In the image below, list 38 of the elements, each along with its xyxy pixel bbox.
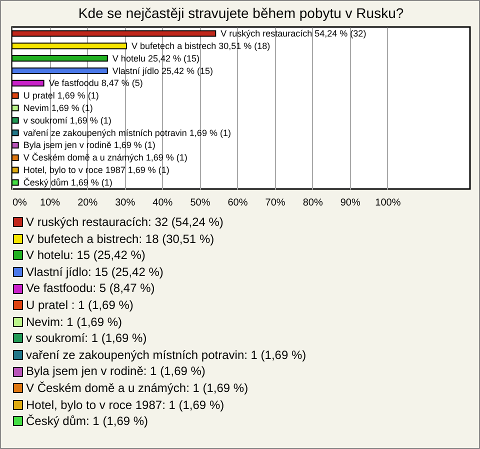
data-label: Český dům 1,69 % (1) xyxy=(23,177,112,188)
text: V ruských restauracích: 32 (54,24 %) xyxy=(26,214,224,231)
data-label: v soukromí 1,69 % (1) xyxy=(23,115,112,126)
data-label: Byla jsem jen v rodině 1,69 % (1) xyxy=(23,140,156,150)
text: V hotelu: 15 (25,42 %) xyxy=(26,247,146,264)
data-label: V Českém domě a u známých 1,69 % (1) xyxy=(23,152,188,163)
text: Ve fastfoodu: 5 (8,47 %) xyxy=(26,280,155,297)
text: Český dům: 1 (1,69 %) xyxy=(26,413,148,430)
text: V Českém domě a u známých: 1 (1,69 %) xyxy=(26,380,248,397)
data-label: V hotelu 25,42 % (15) xyxy=(112,53,200,64)
text: V bufetech a bistrech: 18 (30,51 %) xyxy=(26,230,214,248)
data-label: vaření ze zakoupených místních potravin 1,69 % (1) xyxy=(23,128,231,138)
x-tick-label: 20% xyxy=(78,198,98,208)
x-tick-label: 10% xyxy=(40,198,60,208)
text: Vlastní jídlo: 15 (25,42 %) xyxy=(26,264,164,280)
x-tick-label: 50% xyxy=(190,198,210,208)
text: Nevim: 1 (1,69 %) xyxy=(26,314,122,330)
data-label: Nevim 1,69 % (1) xyxy=(23,103,93,113)
text: Hotel, bylo to v roce 1987: 1 (1,69 %) xyxy=(26,396,224,414)
data-label: Vlastní jídlo 25,42 % (15) xyxy=(112,66,213,76)
data-label: U pratel 1,69 % (1) xyxy=(23,90,99,101)
text: v soukromí: 1 (1,69 %) xyxy=(26,330,147,347)
x-tick-label: 100% xyxy=(375,198,401,208)
data-label: Hotel, bylo to v roce 1987 1,69 % (1) xyxy=(23,165,170,176)
x-tick-label: 40% xyxy=(152,198,173,208)
x-tick-label: 70% xyxy=(265,198,286,208)
data-label: Ve fastfoodu 8,47 % (5) xyxy=(48,78,143,88)
x-tick-label: 30% xyxy=(115,198,136,208)
x-tick-label: 80% xyxy=(302,198,323,208)
x-tick-label: 90% xyxy=(340,198,360,208)
x-tick-label: 60% xyxy=(228,198,248,208)
text: vaření ze zakoupených místních potravin: 1 (1,69 %) xyxy=(26,346,306,364)
text: U pratel : 1 (1,69 %) xyxy=(26,296,134,314)
data-label: V bufetech a bistrech 30,51 % (18) xyxy=(132,40,270,51)
text: Byla jsem jen v rodině: 1 (1,69 %) xyxy=(26,363,206,380)
x-tick-label: 0% xyxy=(12,198,28,208)
data-label: V ruských restauracích 54,24 % (32) xyxy=(220,28,366,39)
chart-title: Kde se nejčastěji stravujete během pobytu v Rusku? xyxy=(78,5,404,21)
